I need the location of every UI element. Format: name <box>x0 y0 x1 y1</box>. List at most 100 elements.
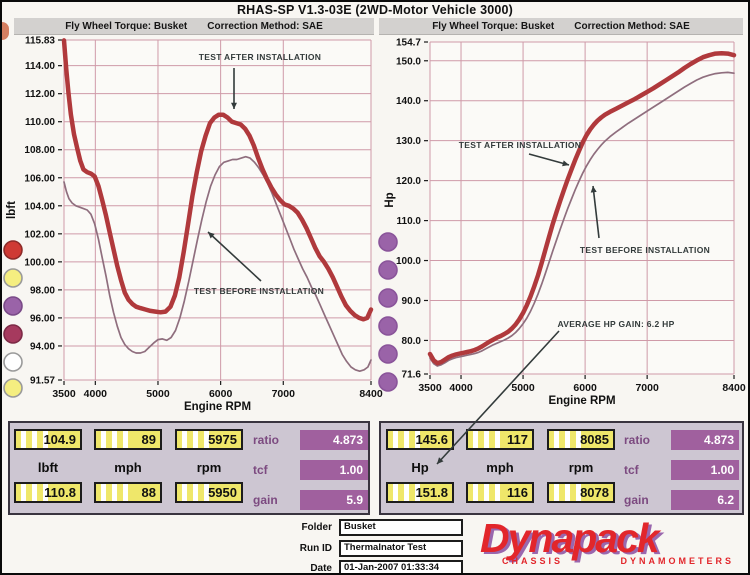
y-tick-label: 80.0 <box>402 336 422 347</box>
x-axis-title: Engine RPM <box>548 395 615 407</box>
gain-label: gain <box>253 493 278 507</box>
test-before-installation-curve <box>429 71 735 367</box>
run-marker-circle <box>3 324 23 344</box>
x-tick-label: 7000 <box>272 388 296 400</box>
y-tick-label: 115.83 <box>25 36 55 47</box>
gain-value: 5.9 <box>300 490 368 510</box>
gain-label: gain <box>624 493 649 507</box>
torque-chart: 3500 4000 5000 6000 7000 8400 115.83 114.00 112.… <box>3 36 383 413</box>
dynapack-logo: Dynapack CHASSIS DYNAMOMETERS <box>480 518 744 573</box>
page-title: RHAS-SP V1.3-03E (2WD-Motor Vehicle 3000… <box>236 3 514 17</box>
y-tick-label: 110.0 <box>397 216 422 227</box>
tcf-value: 1.00 <box>300 460 368 480</box>
annotation-arrowhead <box>590 186 597 193</box>
run-id-label: Run ID <box>299 543 332 554</box>
run-marker-circle <box>378 344 398 364</box>
run-marker-circle <box>3 268 23 288</box>
x-tick-label: 4000 <box>84 388 108 400</box>
x-tick-label: 3500 <box>418 382 442 394</box>
test-after-installation-curve <box>427 50 737 366</box>
hp-run1-display: 145.6 <box>386 429 454 450</box>
y-tick-label: 100.00 <box>24 257 55 268</box>
unit-label-rpm: rpm <box>196 460 222 475</box>
speed-run2-display: 116 <box>466 482 534 503</box>
test-after-installation-curve <box>61 38 374 322</box>
x-tick-label: 5000 <box>146 388 170 400</box>
folder-field[interactable]: Busket <box>339 519 463 536</box>
rpm-run1-display: 8085 <box>547 429 615 450</box>
x-tick-label: 5000 <box>511 382 535 394</box>
run-marker-circle <box>3 296 23 316</box>
rpm-run2-display: 8078 <box>547 482 615 503</box>
x-tick-label: 4000 <box>449 382 473 394</box>
y-tick-label: 91.57 <box>30 376 55 387</box>
ratio-value: 4.873 <box>671 430 739 450</box>
speed-run1-display: 89 <box>94 429 162 450</box>
torque-readout-panel: 104.9 89 5975 lbft mph rpm 110.8 88 5950… <box>8 421 370 515</box>
unit-label-hp: Hp <box>411 460 429 475</box>
hp-readout-panel: 145.6 117 8085 Hp mph rpm 151.8 116 8078… <box>379 421 744 515</box>
date-field[interactable]: 01-Jan-2007 01:33:34 <box>339 560 463 573</box>
x-tick-label: 7000 <box>635 382 659 394</box>
ratio-value: 4.873 <box>300 430 368 450</box>
annotation-arrowhead <box>231 102 237 109</box>
ratio-label: ratio <box>253 433 280 447</box>
date-label: Date <box>310 563 332 574</box>
display-value: 110.8 <box>44 485 76 500</box>
y-axis-title: lbft <box>6 201 18 219</box>
annotation-text: TEST AFTER INSTALLATION <box>459 140 581 150</box>
test-before-installation-curve <box>63 155 372 373</box>
x-tick-label: 8400 <box>359 388 383 400</box>
y-tick-label: 150.0 <box>396 56 421 67</box>
y-tick-label: 106.00 <box>24 173 55 184</box>
x-axis-title: Engine RPM <box>184 401 251 413</box>
correction-method-label: Correction Method: SAE <box>574 20 690 32</box>
logo-tagline: CHASSIS DYNAMOMETERS <box>480 556 744 566</box>
y-tick-label: 110.00 <box>25 117 55 128</box>
display-value: 8078 <box>580 485 609 500</box>
speed-run1-display: 117 <box>466 429 534 450</box>
annotation-text: TEST BEFORE INSTALLATION <box>194 286 324 296</box>
y-tick-label: 100.0 <box>396 256 421 267</box>
y-tick-label: 108.00 <box>24 145 55 156</box>
hp-run2-display: 151.8 <box>386 482 454 503</box>
run-marker-circle <box>378 372 398 392</box>
horsepower-chart: 3500 4000 5000 6000 7000 8400 154.7 150.0 140.0 1… <box>378 38 746 465</box>
rpm-run2-display: 5950 <box>175 482 243 503</box>
display-value: 151.8 <box>415 485 448 500</box>
run-marker-circle <box>3 352 23 372</box>
display-value: 89 <box>141 432 156 447</box>
y-tick-label: 104.00 <box>24 201 55 212</box>
annotation-arrow <box>207 231 262 282</box>
x-tick-label: 6000 <box>209 388 233 400</box>
display-value: 8085 <box>580 432 609 447</box>
annotation-arrow <box>592 185 600 239</box>
rpm-run1-display: 5975 <box>175 429 243 450</box>
y-tick-label: 114.00 <box>25 61 55 72</box>
run-marker-circle <box>378 260 398 280</box>
tcf-label: tcf <box>624 463 639 477</box>
tcf-value: 1.00 <box>671 460 739 480</box>
logo-wordmark: Dynapack <box>480 515 660 561</box>
y-tick-label: 120.0 <box>396 176 421 187</box>
y-tick-label: 94.00 <box>30 341 55 352</box>
y-tick-label: 90.0 <box>402 296 422 307</box>
flywheel-torque-label: Fly Wheel Torque: Busket <box>432 20 555 32</box>
speed-run2-display: 88 <box>94 482 162 503</box>
run-marker-circle <box>378 288 398 308</box>
run-marker-circle <box>378 316 398 336</box>
y-axis-title: Hp <box>384 192 396 207</box>
y-tick-label: 130.0 <box>396 136 421 147</box>
annotation-arrowhead <box>562 160 569 167</box>
logo-tagline-chassis: CHASSIS <box>502 556 564 566</box>
display-value: 145.6 <box>415 432 448 447</box>
run-id-field[interactable]: Thermalnator Test <box>339 540 463 557</box>
hp-chart-header: Fly Wheel Torque: Busket Correction Meth… <box>379 18 743 35</box>
y-tick-label: 96.00 <box>30 313 55 324</box>
flywheel-torque-label: Fly Wheel Torque: Busket <box>65 20 188 32</box>
display-value: 104.9 <box>43 432 76 447</box>
x-tick-label: 8400 <box>722 382 746 394</box>
torque-run1-display: 104.9 <box>14 429 82 450</box>
correction-method-label: Correction Method: SAE <box>207 20 323 32</box>
